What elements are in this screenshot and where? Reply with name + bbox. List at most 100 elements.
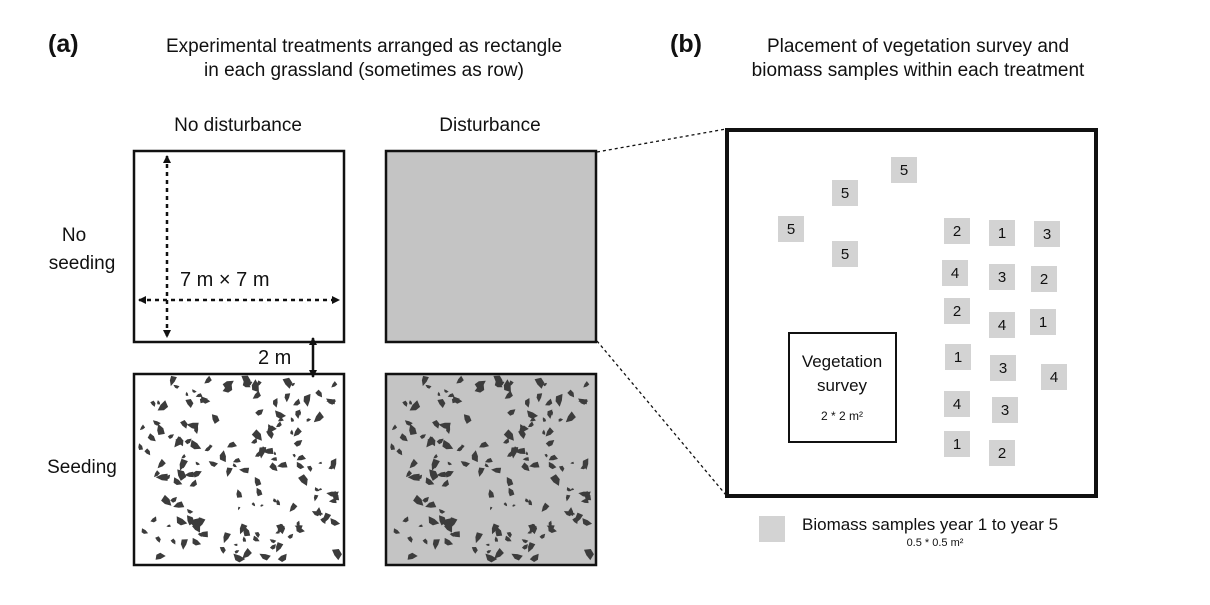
seed-speckle	[234, 550, 240, 554]
seed-speckle	[277, 417, 284, 422]
seed-speckle	[197, 531, 208, 538]
seed-speckle	[479, 441, 489, 448]
seed-speckle	[254, 477, 262, 487]
seed-speckle	[441, 479, 449, 487]
biomass-sample-year-label: 3	[1043, 226, 1051, 243]
seed-speckle	[491, 523, 500, 535]
vegetation-survey-box	[788, 332, 897, 443]
seed-speckle	[255, 409, 264, 416]
seed-speckle	[164, 474, 171, 480]
seed-speckle	[406, 470, 412, 478]
seed-speckle	[150, 400, 156, 407]
seed-speckle	[273, 398, 278, 408]
seed-speckle	[290, 417, 295, 422]
seed-speckle	[407, 536, 413, 543]
column-header-no-disturbance: No disturbance	[174, 115, 302, 136]
seed-speckle	[521, 544, 528, 550]
seed-speckle	[542, 429, 546, 435]
seed-speckle	[276, 499, 281, 506]
seed-speckle	[222, 454, 226, 459]
seed-speckle	[390, 443, 395, 450]
seed-speckle	[260, 504, 264, 507]
biomass-sample-year-label: 2	[953, 223, 961, 240]
seed-speckle	[407, 473, 420, 481]
seed-speckle	[323, 512, 332, 524]
seed-speckle	[233, 458, 241, 463]
seed-speckle	[549, 463, 557, 470]
seed-speckle	[550, 411, 553, 416]
seed-speckle	[293, 440, 303, 447]
seed-speckle	[432, 539, 440, 550]
seed-speckle	[536, 393, 543, 403]
seed-speckle	[436, 471, 446, 478]
seed-speckle	[541, 502, 550, 512]
seed-speckle	[409, 400, 413, 405]
seed-speckle	[545, 398, 553, 406]
seed-speckle	[425, 384, 432, 389]
biomass-sample-year-label: 4	[951, 265, 959, 282]
panel-b-title-line2: biomass samples within each treatment	[752, 60, 1085, 81]
seed-speckle	[256, 487, 263, 497]
seed-speckle	[444, 389, 449, 393]
seed-speckle	[251, 437, 258, 444]
seed-speckle	[276, 542, 284, 553]
seed-speckle	[524, 498, 530, 503]
seed-speckle	[522, 457, 529, 461]
seed-speckle	[425, 477, 435, 485]
row-header-no-seeding-line1: No	[62, 225, 86, 246]
seed-speckle	[439, 509, 446, 514]
biomass-sample-year-label: 2	[1040, 271, 1048, 288]
biomass-sample-square	[1034, 221, 1060, 247]
seed-speckle	[528, 523, 538, 535]
biomass-sample-year-label: 2	[953, 303, 961, 320]
seed-speckle	[154, 470, 160, 478]
seed-speckle	[284, 393, 291, 403]
legend-label: Biomass samples year 1 to year 5	[802, 515, 1058, 534]
seed-speckle	[204, 445, 211, 452]
biomass-sample-square	[832, 180, 858, 206]
seed-speckle	[269, 539, 277, 544]
seed-speckle	[166, 524, 171, 527]
legend-sample-size: 0.5 * 0.5 m²	[907, 537, 964, 549]
seed-speckle	[512, 504, 516, 507]
seed-speckle	[233, 553, 246, 563]
seed-speckle	[248, 380, 253, 388]
seed-speckle	[298, 474, 308, 486]
seed-speckle	[298, 411, 301, 416]
seed-speckle	[437, 399, 446, 408]
seed-speckle	[290, 429, 294, 435]
biomass-sample-year-label: 5	[841, 246, 849, 263]
seed-speckle	[529, 553, 539, 562]
seed-speckle	[311, 511, 321, 517]
seed-speckle	[578, 398, 589, 405]
seed-speckle	[559, 465, 565, 472]
seed-speckle	[266, 430, 274, 439]
seed-speckle	[543, 382, 547, 387]
biomass-sample-year-label: 4	[998, 317, 1006, 334]
biomass-samples: 5 5 5 5 2 1 3 4 3 2 2 4 1 1 3 4 4 3 1 2	[778, 157, 1067, 466]
seed-speckle	[456, 375, 464, 384]
seed-speckle	[525, 451, 529, 455]
biomass-sample-square	[832, 241, 858, 267]
seed-speckle	[422, 496, 429, 503]
seed-speckle	[449, 517, 458, 529]
seed-speckle	[484, 463, 489, 468]
seed-speckle	[253, 535, 260, 542]
seed-speckle	[519, 425, 529, 433]
seed-speckle	[297, 463, 305, 470]
seed-speckle	[518, 430, 526, 439]
seed-speckle	[155, 473, 168, 481]
seed-speckle	[332, 491, 339, 497]
seed-speckle	[407, 552, 418, 560]
seed-speckle	[157, 400, 161, 405]
biomass-sample-square	[942, 260, 968, 286]
biomass-sample-square	[945, 344, 971, 370]
seed-speckle	[584, 491, 591, 497]
seed-speckle	[296, 454, 306, 461]
seed-speckle	[179, 458, 188, 471]
seed-speckle	[427, 436, 436, 447]
row-header-no-seeding-line2: seeding	[49, 253, 116, 274]
seed-speckle	[416, 474, 423, 480]
gap-label: 2 m	[258, 347, 291, 369]
